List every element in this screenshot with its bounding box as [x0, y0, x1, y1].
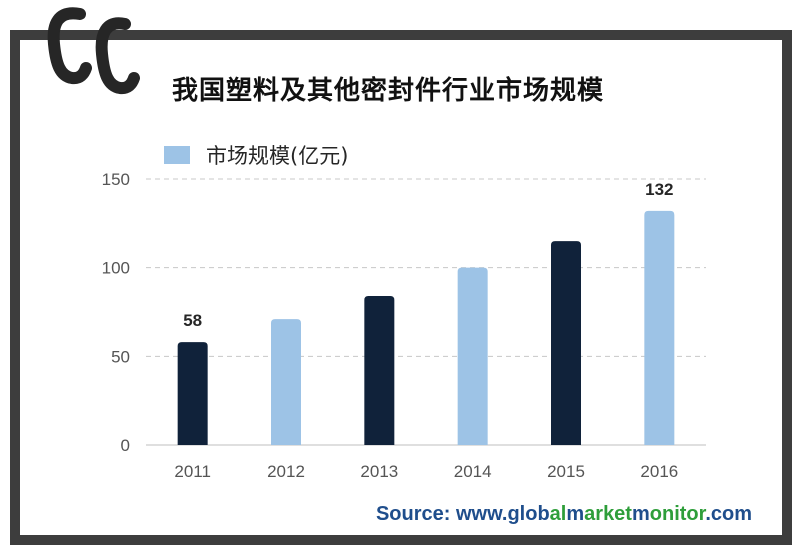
- x-tick-label: 2011: [174, 462, 211, 481]
- source-url-part: onitor: [649, 503, 706, 525]
- x-tick-label: 2014: [454, 462, 492, 481]
- gmm-logo-icon: [47, 7, 140, 95]
- x-tick-label: 2013: [360, 462, 398, 481]
- source-credit: Source: www.globalmarketmonitor.com: [376, 503, 752, 526]
- y-tick-label: 150: [102, 170, 130, 189]
- source-url-part: m: [566, 503, 585, 525]
- legend-swatch: [164, 146, 190, 164]
- source-url-part: m: [631, 503, 650, 525]
- legend-label: 市场规模(亿元): [206, 144, 349, 168]
- data-label-2016: 132: [645, 180, 673, 199]
- x-tick-label: 2015: [547, 462, 585, 481]
- chart-title: 我国塑料及其他密封件行业市场规模: [172, 76, 605, 106]
- y-tick-label: 100: [102, 259, 130, 278]
- bar-2013: [364, 296, 395, 445]
- x-tick-label: 2012: [267, 462, 305, 481]
- y-tick-label: 0: [121, 436, 130, 455]
- bar-2011: [177, 342, 208, 445]
- source-url-part: arket: [584, 503, 632, 525]
- bar-2016: [644, 210, 675, 445]
- y-tick-label: 50: [111, 347, 130, 366]
- source-prefix: Source: www.: [375, 503, 508, 525]
- bar-2015: [551, 241, 581, 445]
- data-label-2011: 58: [183, 311, 202, 330]
- chart-legend: 市场规模(亿元): [164, 141, 348, 169]
- source-url-part: .com: [705, 503, 752, 525]
- x-tick-label: 2016: [640, 462, 678, 481]
- bar-2014: [457, 267, 488, 445]
- bar-2012: [271, 319, 301, 445]
- source-url-part: glob: [507, 503, 550, 525]
- source-url-part: al: [549, 503, 567, 525]
